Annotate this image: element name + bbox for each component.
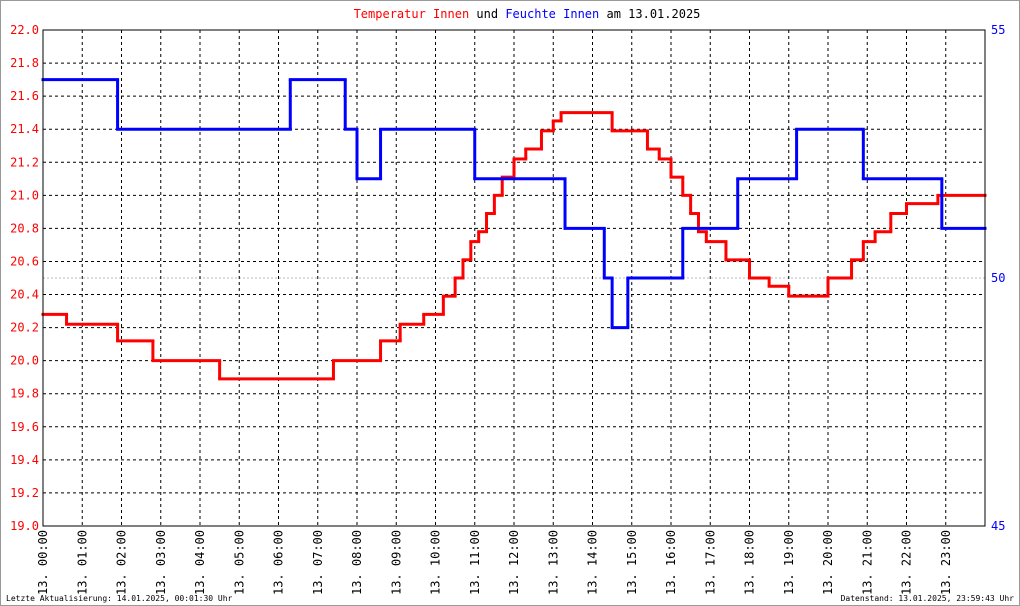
y-tick-label: 21.0 [10,188,39,202]
x-tick-label: 13. 17:00 [703,530,717,595]
x-tick-label: 13. 14:00 [586,530,600,595]
y2-tick-label: 50 [991,271,1005,285]
y-tick-label: 22.0 [10,23,39,37]
y-tick-label: 21.2 [10,155,39,169]
y-tick-label: 19.6 [10,420,39,434]
y2-tick-label: 55 [991,23,1005,37]
y-tick-label: 20.6 [10,254,39,268]
x-tick-label: 13. 20:00 [821,530,835,595]
x-tick-label: 13. 02:00 [115,530,129,595]
x-tick-label: 13. 05:00 [232,530,246,595]
y-tick-label: 20.4 [10,288,39,302]
footer-left: Letzte Aktualisierung: 14.01.2025, 00:01… [6,594,233,603]
x-tick-label: 13. 19:00 [782,530,796,595]
x-tick-label: 13. 01:00 [75,530,89,595]
y-tick-label: 19.2 [10,486,39,500]
x-tick-label: 13. 08:00 [350,530,364,595]
x-tick-label: 13. 00:00 [36,530,50,595]
title-temp: Temperatur Innen [354,7,470,21]
y-tick-label: 21.8 [10,56,39,70]
x-tick-label: 13. 03:00 [154,530,168,595]
x-tick-label: 13. 18:00 [743,530,757,595]
x-tick-label: 13. 12:00 [507,530,521,595]
footer-right: Datenstand: 13.01.2025, 23:59:43 Uhr [841,594,1015,603]
x-tick-label: 13. 09:00 [389,530,403,595]
y-tick-label: 21.4 [10,122,39,136]
y-tick-label: 21.6 [10,89,39,103]
y-tick-label: 20.2 [10,321,39,335]
y-tick-label: 19.0 [10,519,39,533]
y-tick-label: 20.0 [10,354,39,368]
title-date: am 13.01.2025 [606,7,700,21]
title-and: und [476,7,498,21]
x-tick-label: 13. 04:00 [193,530,207,595]
x-tick-label: 13. 06:00 [272,530,286,595]
y-tick-label: 19.4 [10,453,39,467]
chart-title: Temperatur Innen und Feuchte Innen am 13… [354,7,701,21]
x-tick-label: 13. 11:00 [468,530,482,595]
x-tick-label: 13. 07:00 [311,530,325,595]
y-tick-label: 20.8 [10,221,39,235]
x-tick-label: 13. 13:00 [546,530,560,595]
title-hum: Feuchte Innen [505,7,599,21]
x-tick-label: 13. 21:00 [860,530,874,595]
x-tick-label: 13. 10:00 [429,530,443,595]
x-tick-label: 13. 16:00 [664,530,678,595]
x-tick-label: 13. 23:00 [939,530,953,595]
x-tick-label: 13. 15:00 [625,530,639,595]
x-tick-label: 13. 22:00 [900,530,914,595]
y-tick-label: 19.8 [10,387,39,401]
y2-tick-label: 45 [991,519,1005,533]
plot-border [42,29,986,527]
